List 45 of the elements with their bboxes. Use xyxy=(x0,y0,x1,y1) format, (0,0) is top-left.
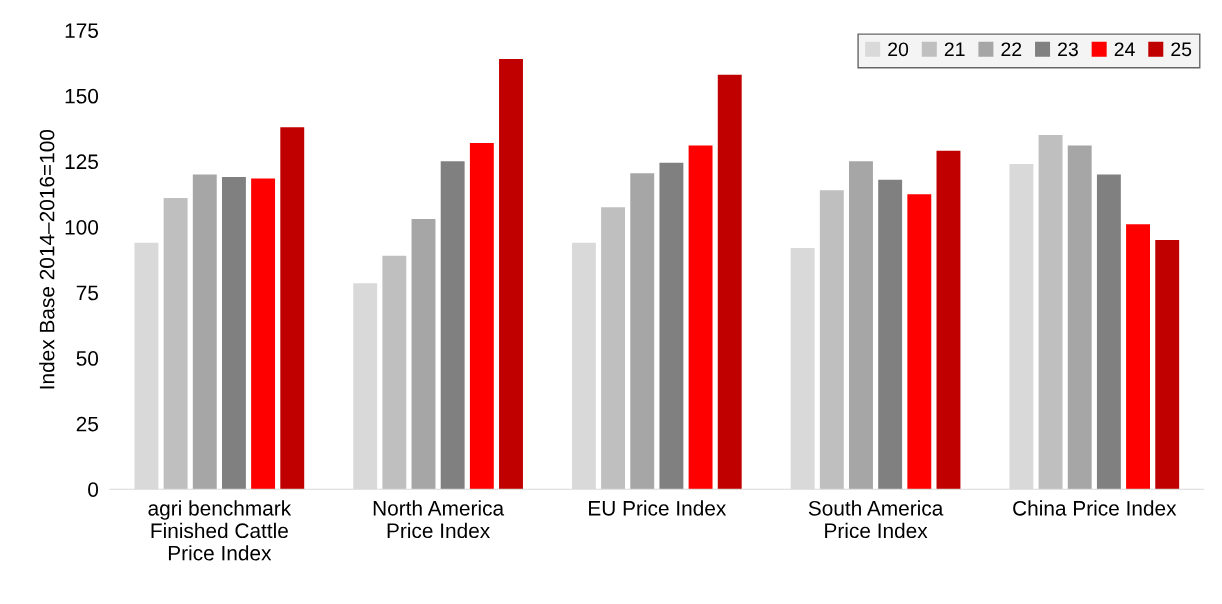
bar xyxy=(1096,174,1121,490)
bar xyxy=(907,194,932,490)
bar xyxy=(221,177,246,490)
legend-label: 24 xyxy=(1114,42,1135,56)
x-tick-label: China Price Index xyxy=(1013,500,1177,516)
bar xyxy=(601,207,626,490)
y-axis-title: Index Base 2014–2016=100 xyxy=(39,129,55,389)
bar xyxy=(469,142,494,490)
legend-label: 22 xyxy=(1001,42,1022,56)
bar xyxy=(251,178,276,490)
y-tick-label: 175 xyxy=(65,23,98,38)
legend-label: 25 xyxy=(1171,42,1192,57)
bar xyxy=(659,162,684,490)
legend-label: 20 xyxy=(888,42,909,57)
bar xyxy=(819,190,844,490)
bar xyxy=(630,173,655,490)
bar xyxy=(440,161,465,490)
bar xyxy=(1038,135,1063,490)
bar xyxy=(717,74,742,490)
bar xyxy=(411,219,436,490)
bar xyxy=(688,145,713,490)
bar xyxy=(1126,224,1151,490)
bar xyxy=(499,59,523,490)
bar xyxy=(1155,240,1180,490)
legend-label: 23 xyxy=(1058,42,1078,57)
legend-label: 21 xyxy=(944,42,965,56)
y-tick-label: 125 xyxy=(65,154,98,170)
bar xyxy=(1067,145,1092,490)
bar xyxy=(280,127,305,490)
x-tick-label: South America Price Index xyxy=(808,500,944,539)
bar xyxy=(849,161,873,490)
y-tick-label: 75 xyxy=(76,285,98,301)
y-tick-label: 100 xyxy=(65,219,99,235)
x-tick-label: North America Price Index xyxy=(373,500,505,539)
bar xyxy=(163,198,188,490)
y-tick-label: 0 xyxy=(88,482,99,497)
bar xyxy=(878,179,903,490)
y-tick-label: 150 xyxy=(65,88,99,104)
bar xyxy=(936,150,961,490)
bar xyxy=(192,174,217,490)
x-tick-label: agri benchmark Finished Cattle Price Index xyxy=(148,500,292,561)
y-tick-label: 50 xyxy=(76,351,99,366)
y-tick-label: 25 xyxy=(76,416,98,432)
x-tick-label: EU Price Index xyxy=(589,500,727,516)
bar xyxy=(382,255,407,490)
